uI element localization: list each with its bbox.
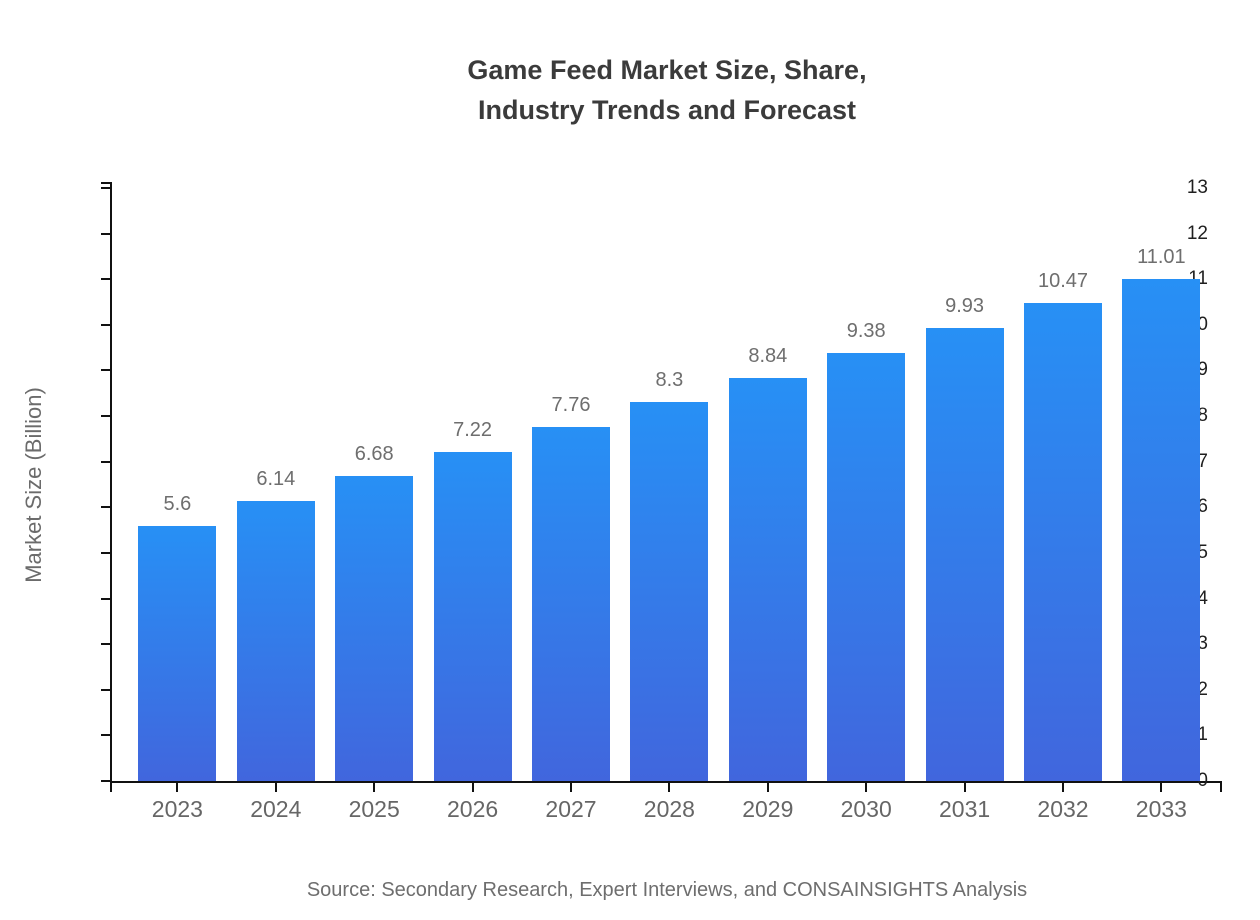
y-axis-tick: [101, 643, 110, 646]
bar: [236, 501, 315, 781]
y-tick-label: 8: [1197, 405, 1208, 427]
x-axis-start-cap: [110, 783, 112, 792]
y-tick-label: 4: [1197, 587, 1208, 609]
bar-value-label: 9.38: [846, 320, 886, 342]
x-tick-label: 2023: [151, 796, 203, 822]
x-axis-end-cap: [1220, 783, 1222, 792]
y-tick-label: 1: [1197, 724, 1208, 746]
chart-title: Game Feed Market Size, Share, Industry T…: [112, 50, 1222, 130]
y-axis-tick: [101, 369, 110, 372]
bar: [335, 476, 414, 781]
x-tick-label: 2029: [742, 796, 794, 822]
bar-value-label: 6.14: [256, 468, 296, 490]
x-tick-label: 2026: [447, 796, 499, 822]
bar-value-label: 7.76: [551, 394, 591, 416]
y-axis-tick: [101, 232, 110, 235]
y-tick-label: 13: [1186, 177, 1208, 198]
chart-title-line1: Game Feed Market Size, Share,: [467, 55, 867, 85]
bar: [1024, 303, 1102, 781]
y-axis-tick: [101, 734, 110, 737]
bar: [728, 378, 807, 781]
x-axis-tick: [766, 783, 769, 792]
bar-value-label: 5.6: [163, 493, 192, 515]
y-axis-tick: [101, 780, 110, 782]
bar: [630, 402, 709, 781]
plot-area: 012345678910111213 5.66.146.687.227.768.…: [101, 178, 1222, 822]
bar-value-label: 8.84: [748, 345, 788, 367]
bar: [532, 427, 610, 781]
x-tick-label: 2031: [939, 796, 991, 822]
x-axis-tick: [668, 783, 671, 792]
bar-value-label: 10.47: [1037, 270, 1089, 292]
y-tick-label: 9: [1197, 359, 1208, 381]
y-axis-tick: [101, 688, 110, 691]
bar: [1122, 279, 1201, 781]
chart-title-line2: Industry Trends and Forecast: [477, 95, 857, 125]
y-tick-label: 7: [1197, 450, 1208, 472]
x-axis-tick: [570, 783, 572, 792]
y-axis-line: [110, 182, 112, 783]
bar-value-label: 7.22: [453, 419, 493, 441]
bar: [138, 526, 217, 781]
source-note: Source: Secondary Research, Expert Inter…: [306, 879, 1028, 901]
x-axis-tick: [176, 783, 179, 792]
x-axis-tick: [1160, 783, 1163, 792]
y-tick-label: 5: [1197, 541, 1208, 563]
x-tick-label: 2033: [1135, 796, 1187, 822]
bar-value-label: 11.01: [1137, 246, 1186, 268]
y-tick-label: 0: [1197, 770, 1208, 791]
x-axis-tick: [1062, 783, 1064, 792]
x-tick-label: 2030: [840, 796, 892, 822]
y-axis-tick: [101, 460, 110, 463]
x-tick-label: 2027: [545, 796, 597, 822]
y-axis-title: Market Size (Billion): [21, 386, 47, 583]
x-axis-line: [110, 781, 1222, 783]
x-tick-label: 2032: [1037, 796, 1089, 822]
x-tick-label: 2024: [250, 796, 302, 822]
y-axis-tick: [101, 415, 110, 418]
y-tick-label: 6: [1197, 496, 1208, 518]
x-tick-label: 2028: [643, 796, 695, 822]
y-axis-tick: [101, 323, 110, 326]
x-axis-tick: [471, 783, 474, 792]
y-tick-label: 3: [1197, 633, 1208, 655]
bar: [827, 353, 906, 781]
y-tick-label: 12: [1186, 222, 1208, 244]
x-axis-tick: [963, 783, 966, 792]
y-axis-end-cap: [101, 182, 110, 184]
y-axis-tick: [101, 506, 110, 509]
bar-value-label: 6.68: [354, 443, 394, 465]
x-axis-tick: [373, 783, 376, 792]
y-axis-tick: [101, 597, 110, 600]
y-tick-label: 2: [1197, 678, 1208, 700]
bar: [925, 328, 1004, 781]
x-tick-label: 2025: [348, 796, 400, 822]
y-axis-tick: [101, 551, 110, 554]
y-axis-title-wrap: Market Size (Billion): [8, 188, 60, 781]
bar: [433, 452, 512, 781]
bar-value-label: 8.3: [655, 369, 684, 391]
bar-value-label: 9.93: [945, 295, 985, 317]
y-axis-tick: [101, 187, 110, 189]
x-axis-tick: [865, 783, 868, 792]
y-axis-tick: [101, 278, 110, 281]
x-axis-tick: [274, 783, 277, 792]
